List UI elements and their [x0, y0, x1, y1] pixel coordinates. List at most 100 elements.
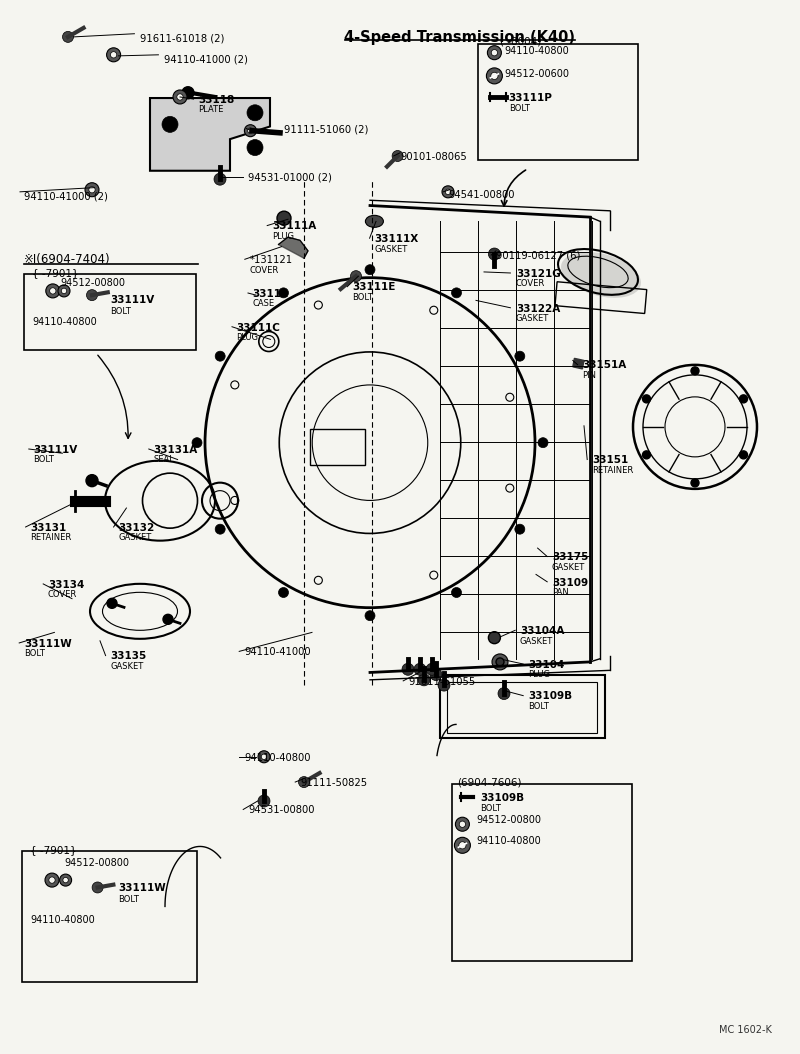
Circle shape: [85, 182, 99, 197]
Circle shape: [63, 877, 68, 883]
Circle shape: [277, 211, 291, 226]
Bar: [22, 851, 197, 982]
Bar: [24, 274, 196, 350]
Text: 33104: 33104: [528, 660, 564, 669]
Circle shape: [642, 451, 650, 458]
Text: 94110-40800: 94110-40800: [504, 45, 569, 56]
Ellipse shape: [561, 252, 641, 298]
Circle shape: [486, 67, 502, 84]
Circle shape: [248, 128, 253, 134]
Circle shape: [177, 94, 183, 100]
Text: RETAINER: RETAINER: [592, 466, 634, 475]
Text: 33109B: 33109B: [528, 691, 572, 701]
Circle shape: [365, 265, 375, 275]
Text: 33111X: 33111X: [374, 234, 418, 243]
Text: 33151A: 33151A: [582, 360, 626, 370]
Circle shape: [110, 52, 117, 58]
Circle shape: [442, 186, 454, 198]
Circle shape: [162, 116, 178, 133]
Text: 33111P: 33111P: [509, 93, 553, 102]
Circle shape: [691, 367, 699, 375]
Text: 33175: 33175: [552, 552, 588, 562]
Circle shape: [459, 842, 466, 848]
Circle shape: [446, 189, 450, 195]
Text: GASKET: GASKET: [516, 314, 550, 324]
Circle shape: [258, 750, 270, 763]
Text: 94531-01000 (2): 94531-01000 (2): [248, 173, 332, 182]
Circle shape: [50, 288, 56, 294]
Text: PLATE: PLATE: [198, 105, 224, 115]
Text: BOLT: BOLT: [352, 293, 373, 302]
Text: RETAINER: RETAINER: [30, 533, 72, 543]
Text: 33111: 33111: [253, 289, 289, 298]
Text: { -7901}: { -7901}: [32, 268, 78, 277]
Text: PLUG: PLUG: [528, 670, 550, 680]
Circle shape: [58, 285, 70, 297]
Circle shape: [62, 288, 66, 294]
Text: 94110-40800: 94110-40800: [30, 915, 95, 924]
Text: 94541-00800: 94541-00800: [448, 190, 514, 199]
Text: PLUG: PLUG: [236, 333, 258, 343]
Bar: [555, 281, 646, 313]
Text: 33111C: 33111C: [236, 323, 280, 332]
Circle shape: [455, 817, 470, 832]
Text: 33118: 33118: [198, 95, 234, 104]
Circle shape: [739, 451, 747, 458]
Bar: [447, 682, 597, 733]
Text: 33135: 33135: [110, 651, 146, 661]
Text: 94512-00600: 94512-00600: [504, 69, 569, 79]
Circle shape: [215, 351, 225, 362]
Text: 33134: 33134: [48, 580, 84, 589]
Circle shape: [258, 795, 270, 807]
Circle shape: [642, 395, 650, 403]
Bar: [452, 784, 632, 961]
Circle shape: [173, 90, 187, 104]
Text: 33132: 33132: [118, 523, 154, 532]
Text: BOLT: BOLT: [509, 104, 530, 114]
Text: COVER: COVER: [250, 266, 279, 275]
Text: (6904-7606): (6904-7606): [458, 778, 522, 787]
Circle shape: [215, 524, 225, 534]
Polygon shape: [278, 237, 308, 258]
Text: 94512-00800: 94512-00800: [476, 815, 541, 825]
Text: 91111-50825: 91111-50825: [300, 778, 367, 787]
Circle shape: [418, 674, 430, 686]
Text: 33111A: 33111A: [272, 221, 316, 231]
Text: 33121G: 33121G: [516, 269, 561, 278]
Text: 33151: 33151: [592, 455, 628, 465]
Circle shape: [515, 524, 525, 534]
Circle shape: [392, 151, 403, 161]
Polygon shape: [150, 98, 270, 171]
Text: 33109B: 33109B: [480, 793, 524, 802]
Circle shape: [451, 288, 462, 298]
Text: BOLT: BOLT: [480, 804, 501, 814]
Circle shape: [49, 877, 55, 883]
Circle shape: [488, 631, 501, 644]
Circle shape: [496, 658, 504, 666]
Text: 33131A: 33131A: [154, 445, 198, 454]
Circle shape: [46, 284, 60, 298]
Text: PLUG: PLUG: [272, 232, 294, 241]
Text: BOLT: BOLT: [110, 307, 131, 316]
Text: COVER: COVER: [516, 279, 546, 289]
Circle shape: [62, 32, 74, 42]
Polygon shape: [573, 358, 584, 369]
Circle shape: [106, 47, 121, 62]
Circle shape: [45, 873, 59, 887]
Text: 33111V: 33111V: [34, 445, 78, 454]
Circle shape: [490, 73, 498, 79]
Circle shape: [89, 187, 95, 193]
Circle shape: [426, 663, 438, 676]
Circle shape: [298, 777, 310, 787]
Circle shape: [538, 437, 548, 448]
Text: GASKET: GASKET: [374, 245, 408, 254]
Circle shape: [414, 663, 426, 676]
Text: 94110-40800: 94110-40800: [244, 753, 310, 762]
Text: 33111V: 33111V: [110, 295, 154, 305]
Text: BOLT: BOLT: [528, 702, 549, 711]
Text: SEAL: SEAL: [154, 455, 174, 465]
Circle shape: [182, 86, 194, 99]
Circle shape: [402, 663, 414, 676]
Text: 94512-00800: 94512-00800: [64, 858, 129, 867]
Text: MC 1602-K: MC 1602-K: [719, 1026, 772, 1035]
